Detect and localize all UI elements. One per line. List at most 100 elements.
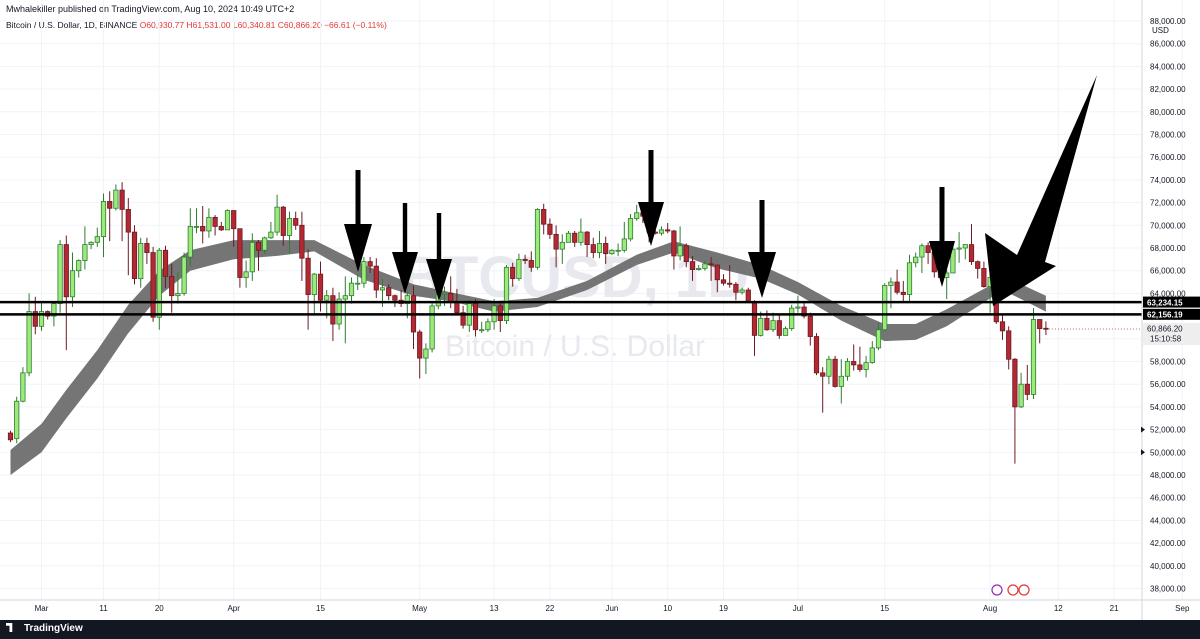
symbol-legend[interactable]: Bitcoin / U.S. Dollar, 1D, BINANCE O60,9… [6, 20, 387, 30]
candle-body[interactable] [572, 232, 578, 243]
candle-body[interactable] [107, 201, 113, 209]
candle-body[interactable] [305, 257, 311, 295]
candle-body[interactable] [51, 303, 57, 317]
candle-body[interactable] [82, 244, 88, 261]
candle-body[interactable] [237, 228, 243, 278]
candle-body[interactable] [683, 245, 689, 263]
candle-body[interactable] [999, 321, 1006, 332]
candle-body[interactable] [479, 329, 485, 332]
candle-body[interactable] [925, 245, 931, 253]
candle-body[interactable] [69, 270, 76, 298]
candle-body[interactable] [88, 241, 94, 245]
candle-body[interactable] [857, 364, 863, 370]
candle-body[interactable] [14, 400, 20, 440]
candle-body[interactable] [249, 241, 255, 273]
candle-body[interactable] [627, 218, 634, 240]
candle-body[interactable] [429, 305, 435, 350]
candle-body[interactable] [1012, 358, 1018, 408]
candle-body[interactable] [528, 260, 534, 268]
candle-body[interactable] [795, 306, 801, 309]
candle-body[interactable] [888, 281, 894, 286]
candle-body[interactable] [764, 317, 770, 331]
arrow-annotation[interactable] [392, 203, 418, 294]
candle-body[interactable] [119, 189, 125, 210]
candle-body[interactable] [274, 206, 280, 233]
candle-body[interactable] [782, 328, 789, 336]
arrow-annotation-large[interactable] [985, 75, 1097, 306]
candle-body[interactable] [665, 229, 671, 232]
candle-body[interactable] [286, 218, 293, 236]
candle-body[interactable] [733, 283, 739, 293]
candle-body[interactable] [224, 210, 231, 231]
candle-body[interactable] [596, 243, 603, 253]
candle-body[interactable] [696, 268, 702, 270]
candle-body[interactable] [801, 306, 807, 317]
candle-body[interactable] [863, 362, 869, 370]
candle-body[interactable] [472, 303, 479, 331]
candle-body[interactable] [968, 244, 975, 263]
arrow-annotation[interactable] [929, 187, 955, 287]
candle-body[interactable] [169, 275, 175, 297]
candle-body[interactable] [894, 281, 900, 293]
candle-body[interactable] [7, 432, 14, 441]
candle-body[interactable] [820, 372, 826, 377]
candle-body[interactable] [175, 292, 181, 297]
candle-body[interactable] [603, 243, 609, 255]
candle-body[interactable] [423, 348, 429, 359]
candle-body[interactable] [826, 358, 832, 377]
candle-body[interactable] [218, 226, 224, 231]
candle-body[interactable] [559, 241, 565, 250]
candle-body[interactable] [962, 244, 968, 249]
candle-body[interactable] [26, 311, 32, 374]
candle-body[interactable] [20, 372, 26, 402]
candle-body[interactable] [138, 243, 144, 280]
candle-body[interactable] [460, 312, 466, 326]
candle-body[interactable] [776, 320, 782, 336]
candle-body[interactable] [262, 237, 268, 251]
candle-body[interactable] [156, 249, 162, 318]
candle-body[interactable] [578, 231, 584, 243]
candle-body[interactable] [714, 264, 720, 281]
candle-body[interactable] [906, 262, 913, 295]
candle-body[interactable] [869, 347, 875, 364]
candle-body[interactable] [94, 236, 100, 243]
candle-body[interactable] [113, 189, 119, 209]
candle-body[interactable] [758, 317, 764, 336]
candle-body[interactable] [268, 231, 274, 239]
candle-body[interactable] [367, 261, 373, 267]
candle-body[interactable] [510, 266, 516, 280]
candle-body[interactable] [615, 249, 621, 252]
candle-body[interactable] [956, 247, 962, 250]
candle-body[interactable] [838, 375, 844, 387]
candle-body[interactable] [181, 256, 187, 294]
candle-body[interactable] [708, 263, 714, 266]
candle-body[interactable] [547, 223, 553, 235]
candle-body[interactable] [727, 282, 733, 285]
candle-body[interactable] [441, 292, 448, 295]
candle-body[interactable] [702, 263, 708, 269]
candle-body[interactable] [541, 209, 547, 225]
candle-body[interactable] [882, 285, 888, 331]
candle-body[interactable] [634, 212, 640, 219]
candle-body[interactable] [739, 289, 745, 293]
candle-body[interactable] [832, 358, 838, 387]
candle-body[interactable] [534, 209, 541, 268]
candle-body[interactable] [386, 287, 392, 297]
candle-body[interactable] [770, 320, 776, 331]
candle-body[interactable] [900, 291, 906, 295]
candle-body[interactable] [63, 244, 69, 298]
candle-body[interactable] [1006, 330, 1012, 360]
symbol-name[interactable]: Bitcoin / U.S. Dollar, 1D, BINANCE [6, 20, 138, 30]
candle-body[interactable] [1043, 327, 1049, 330]
candle-body[interactable] [187, 226, 193, 258]
candle-body[interactable] [392, 295, 398, 301]
candle-body[interactable] [125, 209, 131, 233]
candle-body[interactable] [516, 258, 522, 280]
candle-body[interactable] [981, 268, 987, 287]
candle-body[interactable] [975, 261, 981, 269]
candle-body[interactable] [373, 265, 379, 291]
candle-body[interactable] [57, 244, 63, 305]
candle-body[interactable] [280, 206, 286, 236]
candle-body[interactable] [150, 252, 156, 318]
candle-body[interactable] [299, 224, 305, 259]
